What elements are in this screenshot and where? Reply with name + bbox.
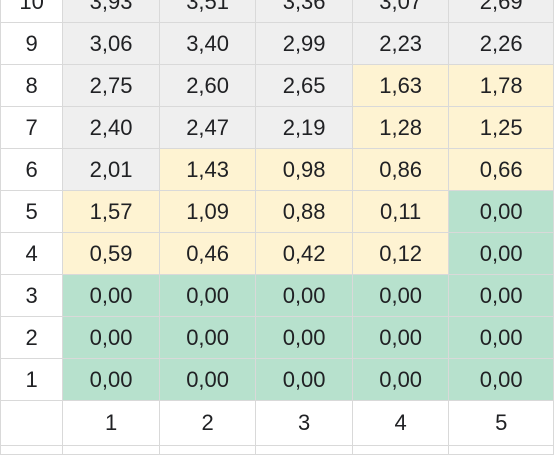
empty-cell[interactable] [351, 445, 450, 455]
data-cell[interactable]: 0,66 [448, 148, 554, 191]
data-cell[interactable]: 0,00 [158, 358, 257, 401]
data-cell[interactable]: 3,40 [158, 22, 257, 65]
data-cell[interactable]: 1,09 [158, 190, 257, 233]
data-cell[interactable]: 0,00 [255, 316, 353, 359]
data-cell[interactable]: 0,00 [158, 274, 257, 317]
data-cell[interactable]: 0,86 [351, 148, 450, 191]
empty-cell[interactable] [255, 445, 353, 455]
data-cell[interactable]: 3,51 [158, 0, 257, 23]
data-cell[interactable]: 2,19 [255, 106, 353, 149]
row-label: 9 [0, 22, 64, 65]
data-cell[interactable]: 3,07 [351, 0, 450, 23]
data-cell[interactable]: 0,00 [351, 274, 450, 317]
data-cell[interactable]: 3,93 [62, 0, 160, 23]
data-cell[interactable]: 0,00 [448, 358, 554, 401]
row-label: 1 [0, 358, 64, 401]
data-cell[interactable]: 2,60 [158, 64, 257, 107]
empty-cell[interactable] [158, 445, 257, 455]
row-label: 3 [0, 274, 64, 317]
table-row: 8 2,75 2,60 2,65 1,63 1,78 [0, 64, 554, 107]
empty-cell[interactable] [0, 400, 64, 446]
row-label: 5 [0, 190, 64, 233]
data-cell[interactable]: 0,00 [62, 358, 160, 401]
empty-cell[interactable] [448, 445, 554, 455]
data-cell[interactable]: 0,00 [448, 190, 554, 233]
data-cell[interactable]: 2,47 [158, 106, 257, 149]
data-cell[interactable]: 3,06 [62, 22, 160, 65]
data-cell[interactable]: 0,00 [158, 316, 257, 359]
row-label: 8 [0, 64, 64, 107]
data-cell[interactable]: 1,28 [351, 106, 450, 149]
table-row: 2 0,00 0,00 0,00 0,00 0,00 [0, 316, 554, 359]
empty-cell[interactable] [62, 445, 160, 455]
data-cell[interactable]: 2,99 [255, 22, 353, 65]
table-row: 7 2,40 2,47 2,19 1,28 1,25 [0, 106, 554, 149]
data-cell[interactable]: 0,00 [255, 358, 353, 401]
table-row: 5 1,57 1,09 0,88 0,11 0,00 [0, 190, 554, 233]
column-label[interactable]: 4 [351, 400, 450, 446]
data-cell[interactable]: 0,59 [62, 232, 160, 275]
data-cell[interactable]: 2,40 [62, 106, 160, 149]
row-label: 6 [0, 148, 64, 191]
data-cell[interactable]: 0,00 [448, 316, 554, 359]
data-cell[interactable]: 0,00 [448, 232, 554, 275]
data-cell[interactable]: 0,12 [351, 232, 450, 275]
table-row: 9 3,06 3,40 2,99 2,23 2,26 [0, 22, 554, 65]
data-cell[interactable]: 0,00 [448, 274, 554, 317]
data-cell[interactable]: 2,23 [351, 22, 450, 65]
data-cell[interactable]: 0,46 [158, 232, 257, 275]
table-row: 4 0,59 0,46 0,42 0,12 0,00 [0, 232, 554, 275]
data-cell[interactable]: 0,11 [351, 190, 450, 233]
row-label: 2 [0, 316, 64, 359]
data-cell[interactable]: 2,65 [255, 64, 353, 107]
data-cell[interactable]: 0,42 [255, 232, 353, 275]
column-label[interactable]: 1 [62, 400, 160, 446]
table-row: 10 3,93 3,51 3,36 3,07 2,69 [0, 0, 554, 23]
data-cell[interactable]: 2,75 [62, 64, 160, 107]
data-cell[interactable]: 1,63 [351, 64, 450, 107]
table-row: 3 0,00 0,00 0,00 0,00 0,00 [0, 274, 554, 317]
data-cell[interactable]: 3,36 [255, 0, 353, 23]
data-cell[interactable]: 2,26 [448, 22, 554, 65]
column-label[interactable]: 5 [448, 400, 554, 446]
data-cell[interactable]: 0,00 [351, 316, 450, 359]
data-cell[interactable]: 2,69 [448, 0, 554, 23]
column-label[interactable]: 2 [158, 400, 257, 446]
data-cell[interactable]: 0,00 [351, 358, 450, 401]
data-cell[interactable]: 0,00 [255, 274, 353, 317]
column-label[interactable]: 3 [255, 400, 353, 446]
empty-cell[interactable] [0, 445, 64, 455]
data-cell[interactable]: 2,01 [62, 148, 160, 191]
table-row: 1 0,00 0,00 0,00 0,00 0,00 [0, 358, 554, 401]
data-cell[interactable]: 0,98 [255, 148, 353, 191]
table-row: 6 2,01 1,43 0,98 0,86 0,66 [0, 148, 554, 191]
data-cell[interactable]: 1,57 [62, 190, 160, 233]
data-cell[interactable]: 0,00 [62, 316, 160, 359]
empty-row [0, 445, 554, 455]
data-cell[interactable]: 1,25 [448, 106, 554, 149]
data-cell[interactable]: 0,88 [255, 190, 353, 233]
data-cell[interactable]: 1,43 [158, 148, 257, 191]
row-label: 4 [0, 232, 64, 275]
row-label: 10 [0, 0, 64, 23]
row-label: 7 [0, 106, 64, 149]
data-cell[interactable]: 0,00 [62, 274, 160, 317]
data-cell[interactable]: 1,78 [448, 64, 554, 107]
